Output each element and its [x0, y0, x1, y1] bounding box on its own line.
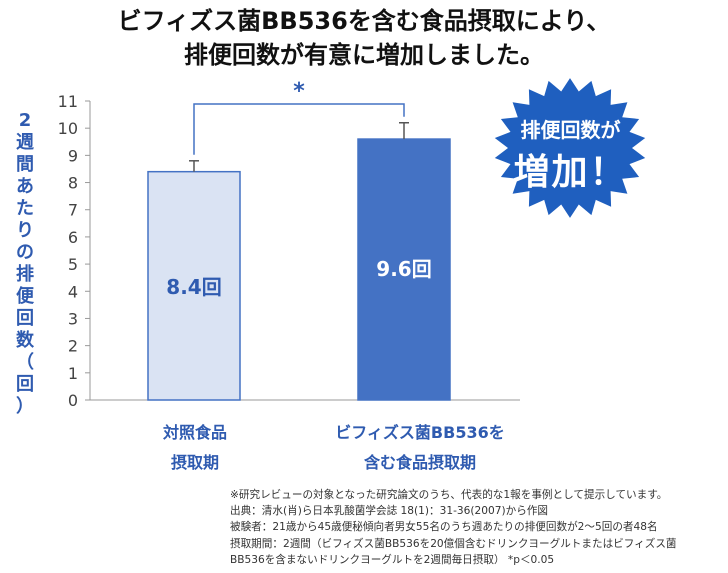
- starburst-badge: [494, 78, 646, 218]
- footnotes: ※研究レビューの対象となった研究論文のうち、代表的な1報を事例として提示していま…: [230, 487, 726, 568]
- data-label-2: 9.6回: [376, 257, 431, 281]
- y-tick-label: 5: [68, 255, 78, 274]
- footnote-4: 摂取期間：2週間（ビフィズス菌BB536を20億個含むドリンクヨーグルトまたはビ…: [230, 537, 677, 550]
- x-label-control-line2: 摂取期: [170, 453, 219, 472]
- y-tick-label: 8: [68, 174, 78, 193]
- y-tick-label: 3: [68, 309, 78, 328]
- y-tick-label: 9: [68, 146, 78, 165]
- y-tick-label: 6: [68, 228, 78, 247]
- x-label-bb536: ビフィズス菌BB536を 含む食品摂取期: [300, 418, 540, 478]
- y-tick-label: 10: [58, 119, 78, 138]
- bar-1: [147, 170, 241, 401]
- starburst-shape: [494, 78, 646, 218]
- bar-2: [357, 138, 451, 401]
- y-tick-label: 0: [68, 391, 78, 410]
- y-tick-label: 4: [68, 282, 78, 301]
- y-tick-label: 2: [68, 337, 78, 356]
- y-tick-label: 7: [68, 201, 78, 220]
- x-label-bb536-line2: 含む食品摂取期: [363, 453, 476, 472]
- data-label-1: 8.4回: [166, 275, 221, 299]
- x-label-bb536-line1: ビフィズス菌BB536を: [335, 423, 505, 442]
- y-axis-title: 2 週間あたりの排便回数（回）: [16, 110, 34, 417]
- bars: 8.4回 9.6回 *: [147, 79, 451, 401]
- footnote-5: BB536を含まないドリンクヨーグルトを2週間毎日摂取） *p＜0.05: [230, 553, 555, 566]
- badge-line-2: 増加！: [513, 152, 628, 193]
- badge-line-1: 排便回数が: [520, 118, 621, 142]
- significance-marker: *: [293, 79, 305, 104]
- footnote-2: 出典：清水(肖)ら日本乳酸菌学会誌 18(1)：31-36(2007)から作図: [230, 505, 549, 518]
- y-axis: 0 1 2 3 4 5 6 7 8 9 10 11: [58, 92, 520, 410]
- y-tick-label: 11: [58, 92, 78, 111]
- title-line-1: ビフィズス菌BB536を含む食品摂取により、: [117, 7, 611, 35]
- significance-bracket: [193, 103, 405, 155]
- x-label-control-line1: 対照食品: [162, 423, 227, 442]
- footnote-3: 被験者：21歳から45歳便秘傾向者男女55名のうち週あたりの排便回数が2～5回の…: [230, 521, 658, 534]
- footnote-1: ※研究レビューの対象となった研究論文のうち、代表的な1報を事例として提示していま…: [230, 489, 668, 501]
- x-label-control: 対照食品 摂取期: [130, 418, 260, 478]
- title-line-2: 排便回数が有意に増加しました。: [184, 41, 544, 69]
- y-tick-label: 1: [68, 364, 78, 383]
